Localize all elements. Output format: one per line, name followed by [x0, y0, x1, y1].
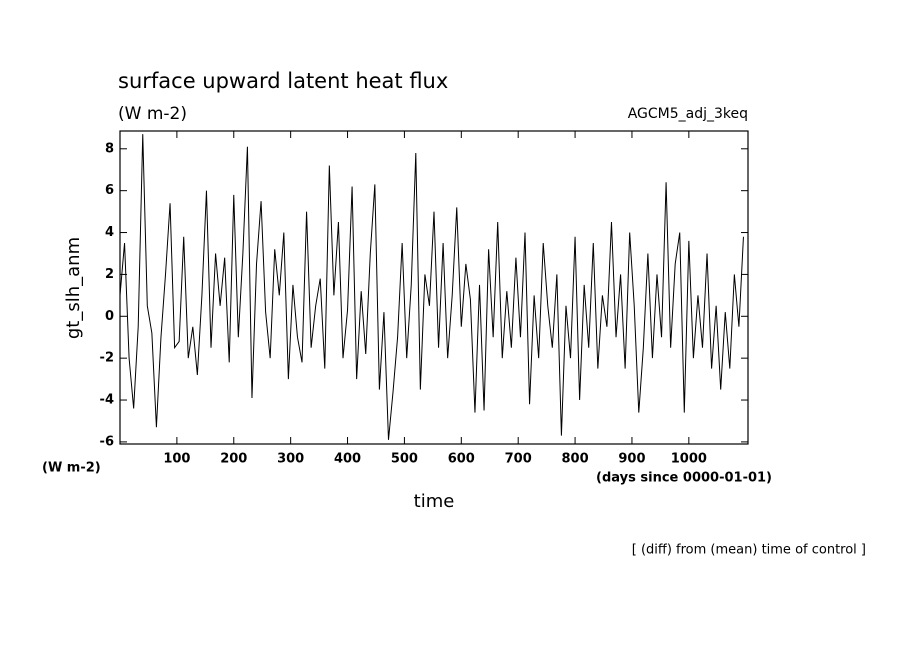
y-tick-label: 2: [105, 267, 114, 282]
x-axis-label: time: [414, 491, 455, 512]
chart-title: surface upward latent heat flux: [118, 69, 448, 93]
y-tick-label: 8: [105, 141, 114, 156]
x-tick-label: 800: [562, 452, 589, 467]
y-tick-label: 0: [105, 309, 114, 324]
series-line: [119, 134, 744, 440]
x-tick-label: 300: [277, 452, 304, 467]
y-tick-label: -2: [100, 351, 114, 366]
y-tick-label: 4: [105, 225, 114, 240]
annotation: AGCM5_adj_3keq: [628, 106, 748, 122]
x-tick-label: 700: [505, 452, 532, 467]
x-tick-label: 900: [618, 452, 645, 467]
x-units: (days since 0000-01-01): [596, 471, 772, 486]
y-tick-label: 6: [105, 183, 114, 198]
y-tick-label: -4: [100, 393, 114, 408]
y-axis-label: gt_slh_anm: [63, 237, 84, 339]
plot-frame: [119, 130, 749, 445]
x-tick-label: 500: [391, 452, 418, 467]
x-tick-label: 1000: [671, 452, 707, 467]
x-tick-label: 400: [334, 452, 361, 467]
x-tick-label: 100: [163, 452, 190, 467]
x-tick-label: 600: [448, 452, 475, 467]
footnote: [ (diff) from (mean) time of control ]: [632, 543, 866, 558]
y-units: (W m-2): [42, 461, 101, 476]
x-tick-label: 200: [220, 452, 247, 467]
units: (W m-2): [118, 104, 187, 124]
y-tick-label: -6: [100, 434, 114, 449]
